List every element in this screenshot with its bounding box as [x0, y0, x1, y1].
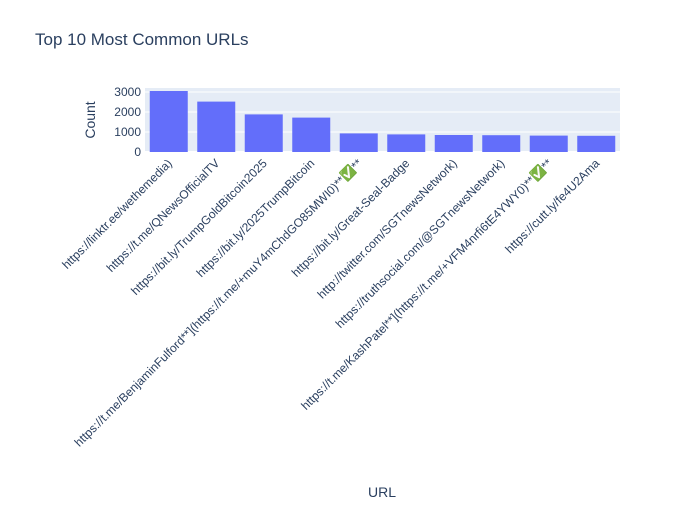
- x-tick-label: https://cutt.ly/fe4U2Ama: [502, 156, 602, 256]
- bar[interactable]: [387, 134, 426, 152]
- y-tick-label: 0: [134, 145, 141, 159]
- bar[interactable]: [482, 135, 521, 152]
- y-tick-label: 3000: [114, 85, 141, 99]
- chart-title: Top 10 Most Common URLs: [35, 30, 249, 49]
- x-axis-title: URL: [368, 484, 396, 500]
- x-ticks: https://linktr.ee/wethemedia)https://t.m…: [59, 156, 602, 450]
- bar[interactable]: [577, 135, 616, 152]
- bar[interactable]: [339, 133, 378, 152]
- bar[interactable]: [149, 91, 188, 152]
- bars-layer: [149, 91, 616, 152]
- bar[interactable]: [244, 114, 283, 152]
- y-tick-label: 2000: [114, 105, 141, 119]
- y-tick-label: 1000: [114, 125, 141, 139]
- x-tick-label: https://truthsocial.com/@SGTnewsNetwork): [333, 156, 508, 331]
- bar[interactable]: [529, 135, 568, 152]
- bar[interactable]: [197, 101, 236, 152]
- bar[interactable]: [434, 135, 473, 152]
- y-axis-title: Count: [82, 101, 98, 138]
- bar[interactable]: [292, 117, 331, 152]
- y-ticks: 0 1000 2000 3000: [114, 85, 141, 159]
